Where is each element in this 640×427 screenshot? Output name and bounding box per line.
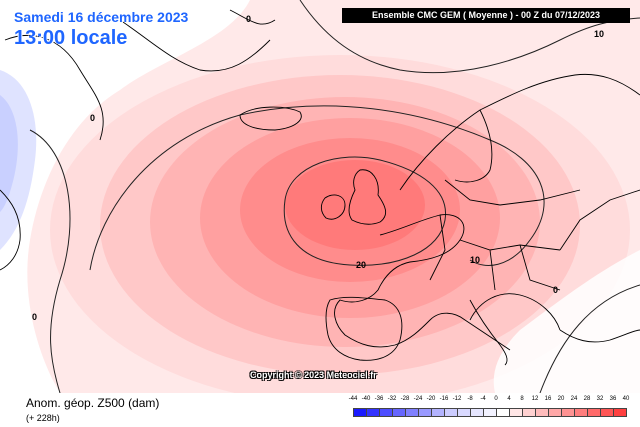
legend-color-swatch xyxy=(509,408,523,417)
legend-tick-label: 0 xyxy=(494,396,498,402)
anomaly-map: 10 0 0 20 10 0 0 xyxy=(0,0,640,393)
legend-color-swatch xyxy=(405,408,419,417)
iberia-coast xyxy=(325,296,403,361)
legend-tick-label: -12 xyxy=(452,396,462,402)
contour-label-ne: 10 xyxy=(594,29,604,39)
ireland-coast xyxy=(320,194,346,220)
legend-tick-label: 36 xyxy=(609,396,617,402)
legend-color-swatch xyxy=(353,408,367,417)
legend-color-swatch xyxy=(535,408,549,417)
legend-tick-label: -40 xyxy=(361,396,371,402)
contour-label-atlantic: 0 xyxy=(32,312,37,322)
east-neutral-zone xyxy=(493,250,640,393)
lead-time-label: (+ 228h) xyxy=(26,413,60,423)
legend-tick-label: -4 xyxy=(480,396,486,402)
legend-color-swatch xyxy=(496,408,510,417)
anomaly-band-24 xyxy=(285,160,425,250)
legend-tick-label: 40 xyxy=(622,396,630,402)
contour-label-arctic: 0 xyxy=(246,14,251,24)
legend-color-swatch xyxy=(548,408,562,417)
color-scale-legend: -44 -40 -36 -32 -28 -24 -20 -16 -12 -8 -4 0 4 8 12 16 20… xyxy=(346,396,629,424)
model-run-banner: Ensemble CMC GEM ( Moyenne ) - 00 Z du 0… xyxy=(342,8,630,23)
legend-tick-label: -44 xyxy=(348,396,358,402)
legend-tick-label: 4 xyxy=(507,396,511,402)
contour-10 xyxy=(89,105,545,271)
legend-tick-label: -8 xyxy=(467,396,473,402)
legend-tick-label: -36 xyxy=(374,396,384,402)
legend-tick-label: 16 xyxy=(544,396,552,402)
contour-20 xyxy=(283,156,447,266)
labrador-coast xyxy=(0,189,21,271)
legend-tick-label: -28 xyxy=(400,396,410,402)
italy-coast xyxy=(469,299,508,366)
legend-tick-label: 12 xyxy=(531,396,539,402)
legend-color-swatch xyxy=(366,408,380,417)
legend-color-swatch xyxy=(470,408,484,417)
iceland-coast xyxy=(239,106,302,131)
legend-color-swatch xyxy=(392,408,406,417)
legend-tick-label: -24 xyxy=(413,396,423,402)
contour-lines xyxy=(29,0,640,393)
legend-color-swatch xyxy=(613,408,627,417)
legend-tick-label: -20 xyxy=(426,396,436,402)
continental-coast xyxy=(334,214,640,351)
legend-color-swatch xyxy=(561,408,575,417)
legend-color-swatch xyxy=(444,408,458,417)
country-borders xyxy=(429,179,640,291)
contour-label-10: 10 xyxy=(470,255,480,265)
legend-color-swatch xyxy=(431,408,445,417)
legend-tick-label: 20 xyxy=(557,396,565,402)
scandinavia-coast xyxy=(399,73,640,191)
legend-color-swatch xyxy=(457,408,471,417)
legend-color-swatch xyxy=(418,408,432,417)
legend-color-swatch xyxy=(600,408,614,417)
contour-0-east xyxy=(539,284,640,393)
contour-label-east: 0 xyxy=(553,285,558,295)
legend-tick-label: 32 xyxy=(596,396,604,402)
legend-color-swatch xyxy=(379,408,393,417)
legend-tick-label: 28 xyxy=(583,396,591,402)
legend-tick-label: 24 xyxy=(570,396,578,402)
legend-color-swatch xyxy=(483,408,497,417)
copyright-notice: Copyright © 2023 Meteociel.fr xyxy=(250,370,377,380)
low-anomaly-core xyxy=(0,95,18,212)
variable-label: Anom. géop. Z500 (dam) xyxy=(26,396,160,410)
uk-coast xyxy=(348,169,387,225)
contour-label-greenland: 0 xyxy=(90,113,95,123)
contour-0-west xyxy=(29,129,71,393)
legend-color-swatch xyxy=(574,408,588,417)
legend-tick-label: 8 xyxy=(520,396,524,402)
legend-tick-label: -16 xyxy=(439,396,449,402)
ocean-neutral-zone xyxy=(0,0,250,393)
greenland-coast xyxy=(4,9,276,141)
legend-tick-label: -32 xyxy=(387,396,397,402)
legend-color-swatch xyxy=(587,408,601,417)
contour-0-north xyxy=(299,0,640,74)
forecast-date: Samedi 16 décembre 2023 xyxy=(14,9,189,25)
forecast-local-time: 13:00 locale xyxy=(14,27,128,49)
legend-color-swatch xyxy=(522,408,536,417)
coastlines xyxy=(0,9,640,366)
contour-label-20: 20 xyxy=(356,260,366,270)
